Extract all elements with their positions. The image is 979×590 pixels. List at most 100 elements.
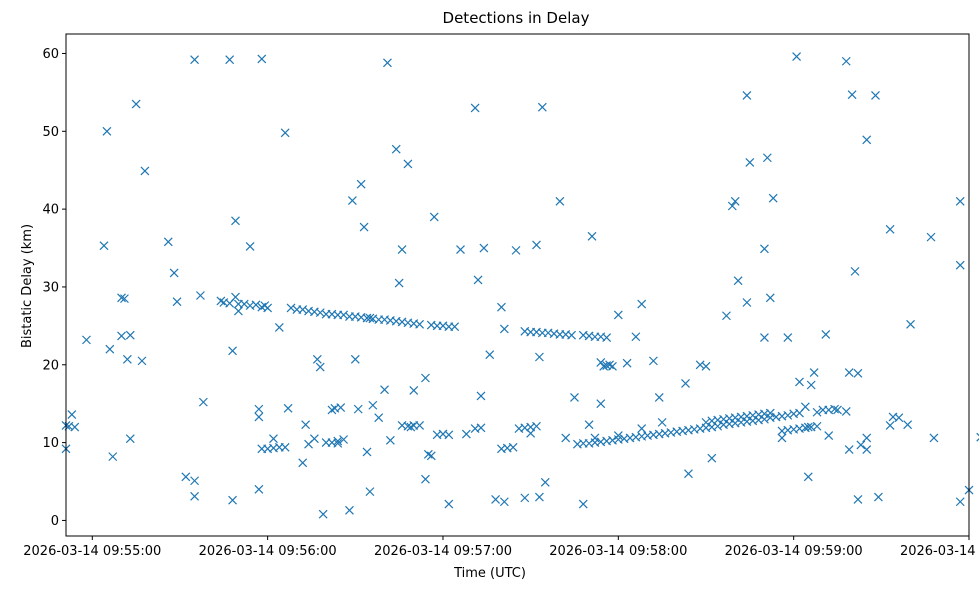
data-point — [701, 361, 711, 371]
data-point — [140, 166, 150, 176]
data-point — [102, 126, 112, 136]
data-point — [374, 413, 384, 423]
data-point — [231, 292, 240, 302]
data-point — [333, 438, 343, 448]
data-point — [795, 377, 804, 387]
data-point — [225, 55, 235, 65]
data-point — [456, 245, 465, 255]
data-point — [657, 417, 667, 427]
data-point — [526, 428, 536, 438]
data-point — [257, 54, 267, 64]
data-point — [841, 56, 851, 66]
data-point — [727, 201, 737, 211]
data-point — [131, 99, 141, 109]
data-point — [534, 352, 544, 362]
data-point — [254, 404, 264, 414]
data-point — [385, 435, 395, 445]
data-point — [520, 493, 530, 503]
data-point — [444, 499, 454, 509]
plot-frame — [65, 33, 970, 537]
data-point — [783, 410, 793, 420]
data-point — [327, 405, 337, 415]
data-point — [903, 420, 913, 430]
data-point — [263, 303, 273, 313]
data-point — [336, 403, 346, 413]
data-point — [415, 319, 425, 329]
data-point — [762, 153, 772, 163]
data-point — [613, 310, 623, 320]
data-point — [648, 356, 658, 366]
data-point — [70, 422, 80, 432]
data-point — [596, 399, 606, 409]
data-point — [833, 405, 842, 415]
data-point — [853, 494, 863, 504]
data-point — [383, 58, 392, 68]
data-point — [926, 232, 936, 242]
data-point — [613, 431, 623, 441]
data-point — [190, 55, 200, 65]
data-point — [803, 422, 813, 432]
data-point — [318, 509, 328, 519]
data-point — [534, 492, 544, 502]
data-point — [274, 322, 284, 332]
data-point — [812, 421, 822, 431]
data-point — [511, 245, 521, 255]
data-point — [800, 402, 810, 412]
data-point — [196, 291, 205, 300]
data-point — [841, 407, 851, 416]
data-point — [125, 434, 135, 444]
data-point — [590, 433, 600, 443]
data-point — [695, 360, 705, 370]
data-point — [280, 442, 290, 452]
data-point — [231, 216, 240, 226]
data-point — [760, 333, 769, 342]
data-point — [570, 393, 579, 402]
data-point — [792, 52, 802, 61]
data-point — [707, 453, 717, 463]
y-axis-title: Bistatic Delay (km) — [20, 224, 35, 348]
data-point — [806, 380, 816, 390]
y-tick-label: 20 — [42, 358, 59, 373]
data-point — [567, 330, 576, 340]
x-axis-title: Time (UTC) — [453, 566, 526, 581]
data-point — [423, 449, 433, 459]
data-point — [844, 368, 854, 377]
data-point — [105, 344, 115, 354]
data-point — [684, 469, 693, 479]
data-point — [315, 308, 325, 318]
data-point — [120, 294, 129, 304]
data-point — [415, 421, 425, 430]
data-point — [315, 362, 325, 372]
data-point — [812, 407, 822, 417]
data-point — [622, 358, 632, 368]
data-point — [67, 410, 77, 420]
data-point — [885, 224, 895, 234]
data-point — [137, 356, 147, 366]
data-point — [587, 231, 597, 241]
data-point — [856, 440, 866, 450]
data-point — [765, 293, 775, 303]
data-point — [298, 305, 308, 314]
data-point — [508, 442, 518, 452]
data-point — [862, 445, 872, 455]
data-point — [461, 429, 471, 439]
data-point — [955, 196, 965, 206]
y-tick-label: 30 — [42, 280, 59, 295]
data-point — [339, 310, 349, 320]
data-point — [99, 241, 109, 251]
data-point — [532, 240, 541, 250]
data-point — [409, 386, 419, 395]
data-point — [117, 293, 126, 303]
data-point — [491, 494, 501, 504]
x-tick-label: 2026-03-14 09:57:00 — [374, 544, 512, 559]
data-point — [421, 474, 430, 484]
data-point — [631, 332, 641, 342]
data-point — [406, 422, 416, 432]
data-point — [906, 319, 915, 329]
x-tick-label: 2026-03-14 10:00:00 — [900, 544, 979, 559]
data-point — [862, 135, 872, 145]
x-tick-label: 2026-03-14 09:55:00 — [23, 544, 161, 559]
data-point — [602, 333, 612, 342]
data-point — [873, 492, 883, 502]
